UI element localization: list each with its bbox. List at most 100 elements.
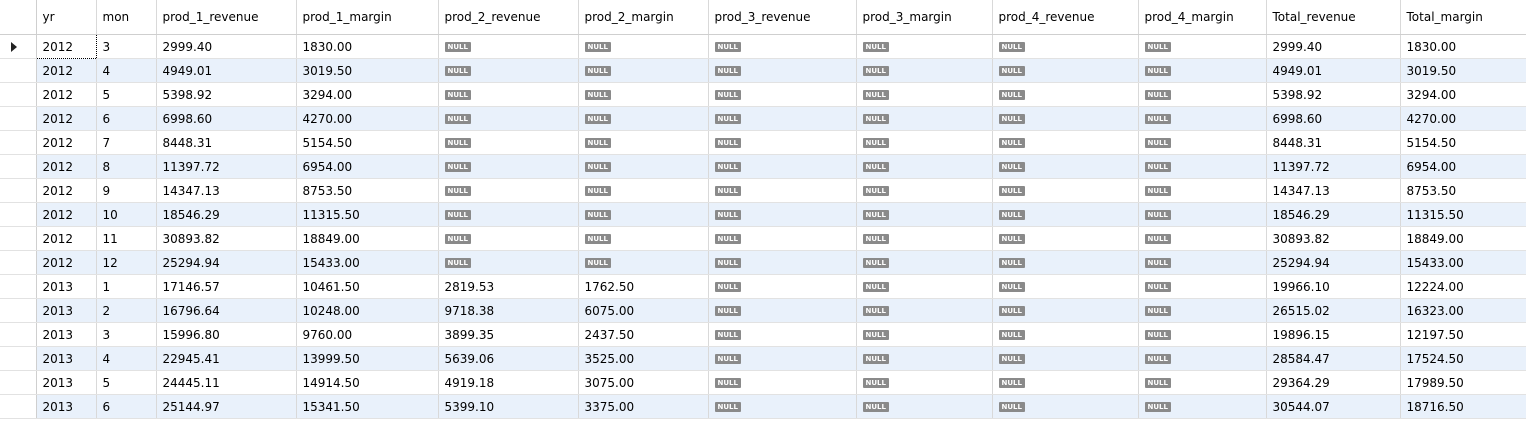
table-cell[interactable]: NULL (856, 58, 993, 83)
table-cell[interactable]: NULL (708, 274, 857, 299)
table-cell[interactable]: NULL (992, 178, 1139, 203)
table-cell[interactable]: NULL (1138, 298, 1267, 323)
table-cell[interactable]: 30893.82 (1266, 226, 1401, 251)
table-row[interactable]: 2013 2 16796.64 10248.00 9718.38 6075.00 NULL N… (0, 298, 1526, 323)
row-indicator[interactable] (0, 130, 37, 155)
table-cell[interactable]: 8753.50 (1400, 178, 1526, 203)
table-cell[interactable]: 15996.80 (156, 322, 297, 347)
table-cell[interactable]: 10 (96, 202, 157, 227)
table-cell[interactable]: 8448.31 (1266, 130, 1401, 155)
table-cell[interactable]: NULL (708, 250, 857, 275)
table-cell[interactable]: 6954.00 (296, 154, 439, 179)
row-indicator[interactable] (0, 154, 37, 179)
row-indicator[interactable] (0, 370, 37, 395)
table-cell[interactable]: 6998.60 (156, 106, 297, 131)
table-cell[interactable]: 25294.94 (156, 250, 297, 275)
table-cell[interactable]: NULL (578, 226, 709, 251)
table-row[interactable]: 2013 3 15996.80 9760.00 3899.35 2437.50 NULL NU… (0, 322, 1526, 347)
table-cell[interactable]: NULL (438, 178, 579, 203)
table-cell[interactable]: 2012 (36, 58, 97, 83)
table-cell[interactable]: 18546.29 (1266, 202, 1401, 227)
table-cell[interactable]: 2012 (36, 250, 97, 275)
table-row[interactable]: 2013 1 17146.57 10461.50 2819.53 1762.50 NULL N… (0, 274, 1526, 299)
table-cell[interactable]: 3294.00 (1400, 82, 1526, 107)
column-header-yr[interactable]: yr (36, 0, 97, 35)
row-indicator[interactable] (0, 202, 37, 227)
table-cell[interactable]: NULL (438, 226, 579, 251)
table-cell[interactable]: NULL (992, 34, 1139, 59)
table-cell[interactable]: NULL (856, 346, 993, 371)
table-cell[interactable]: 9760.00 (296, 322, 439, 347)
table-cell[interactable]: NULL (992, 394, 1139, 419)
column-header-total-revenue[interactable]: Total_revenue (1266, 0, 1401, 35)
row-indicator[interactable] (0, 82, 37, 107)
row-indicator[interactable] (0, 250, 37, 275)
table-cell[interactable]: 3075.00 (578, 370, 709, 395)
table-cell[interactable]: NULL (1138, 226, 1267, 251)
table-row[interactable]: 2012 9 14347.13 8753.50 NULL NULL NULL NULL NULL… (0, 178, 1526, 203)
table-cell[interactable]: 2013 (36, 298, 97, 323)
table-cell[interactable]: 30893.82 (156, 226, 297, 251)
table-cell[interactable]: 1 (96, 274, 157, 299)
table-cell[interactable]: NULL (992, 322, 1139, 347)
table-cell[interactable]: NULL (992, 130, 1139, 155)
table-cell[interactable]: 2999.40 (1266, 34, 1401, 59)
table-cell[interactable]: 16796.64 (156, 298, 297, 323)
table-cell[interactable]: 14347.13 (1266, 178, 1401, 203)
table-cell[interactable]: NULL (1138, 202, 1267, 227)
table-cell[interactable]: NULL (1138, 34, 1267, 59)
table-cell[interactable]: 3019.50 (1400, 58, 1526, 83)
table-cell[interactable]: NULL (1138, 106, 1267, 131)
column-header-prod-2-margin[interactable]: prod_2_margin (578, 0, 709, 35)
table-cell[interactable]: 5 (96, 82, 157, 107)
table-cell[interactable]: NULL (708, 346, 857, 371)
table-cell[interactable]: 5154.50 (296, 130, 439, 155)
table-cell[interactable]: NULL (708, 178, 857, 203)
table-cell[interactable]: 12224.00 (1400, 274, 1526, 299)
table-cell[interactable]: 14347.13 (156, 178, 297, 203)
row-indicator[interactable] (0, 274, 37, 299)
row-indicator[interactable] (0, 178, 37, 203)
table-cell[interactable]: 2999.40 (156, 34, 297, 59)
table-cell[interactable]: 30544.07 (1266, 394, 1401, 419)
table-cell[interactable]: 3 (96, 322, 157, 347)
table-cell[interactable]: NULL (708, 226, 857, 251)
table-cell[interactable]: 3 (96, 34, 157, 59)
table-cell[interactable]: 3899.35 (438, 322, 579, 347)
table-cell[interactable]: 25144.97 (156, 394, 297, 419)
table-cell[interactable]: NULL (856, 34, 993, 59)
table-cell[interactable]: 2 (96, 298, 157, 323)
table-cell[interactable]: NULL (578, 178, 709, 203)
table-cell[interactable]: NULL (856, 274, 993, 299)
table-row[interactable]: 2012 11 30893.82 18849.00 NULL NULL NULL NULL NU… (0, 226, 1526, 251)
table-cell[interactable]: 11315.50 (296, 202, 439, 227)
table-cell[interactable]: NULL (708, 34, 857, 59)
table-cell[interactable]: NULL (856, 250, 993, 275)
table-cell[interactable]: NULL (1138, 250, 1267, 275)
table-cell[interactable]: 15433.00 (1400, 250, 1526, 275)
table-cell[interactable]: 19966.10 (1266, 274, 1401, 299)
table-cell[interactable]: 4949.01 (156, 58, 297, 83)
table-row[interactable]: 2013 5 24445.11 14914.50 4919.18 3075.00 NULL N… (0, 370, 1526, 395)
table-cell[interactable]: 2013 (36, 394, 97, 419)
table-cell[interactable]: NULL (438, 202, 579, 227)
table-cell[interactable]: 14914.50 (296, 370, 439, 395)
table-cell[interactable]: NULL (438, 250, 579, 275)
table-cell[interactable]: NULL (856, 154, 993, 179)
table-cell[interactable]: NULL (1138, 154, 1267, 179)
column-header-prod-4-revenue[interactable]: prod_4_revenue (992, 0, 1139, 35)
table-cell[interactable]: 4949.01 (1266, 58, 1401, 83)
table-cell[interactable]: NULL (1138, 82, 1267, 107)
row-indicator[interactable] (0, 346, 37, 371)
table-row[interactable]: 2012 8 11397.72 6954.00 NULL NULL NULL NULL NULL… (0, 154, 1526, 179)
table-cell[interactable]: 15433.00 (296, 250, 439, 275)
row-indicator[interactable] (0, 298, 37, 323)
table-row[interactable]: 2013 4 22945.41 13999.50 5639.06 3525.00 NULL N… (0, 346, 1526, 371)
table-cell[interactable]: 11 (96, 226, 157, 251)
table-cell[interactable]: 22945.41 (156, 346, 297, 371)
table-cell[interactable]: NULL (1138, 274, 1267, 299)
table-cell[interactable]: NULL (708, 394, 857, 419)
table-cell[interactable]: NULL (856, 178, 993, 203)
table-cell[interactable]: 5639.06 (438, 346, 579, 371)
table-cell[interactable]: NULL (856, 394, 993, 419)
